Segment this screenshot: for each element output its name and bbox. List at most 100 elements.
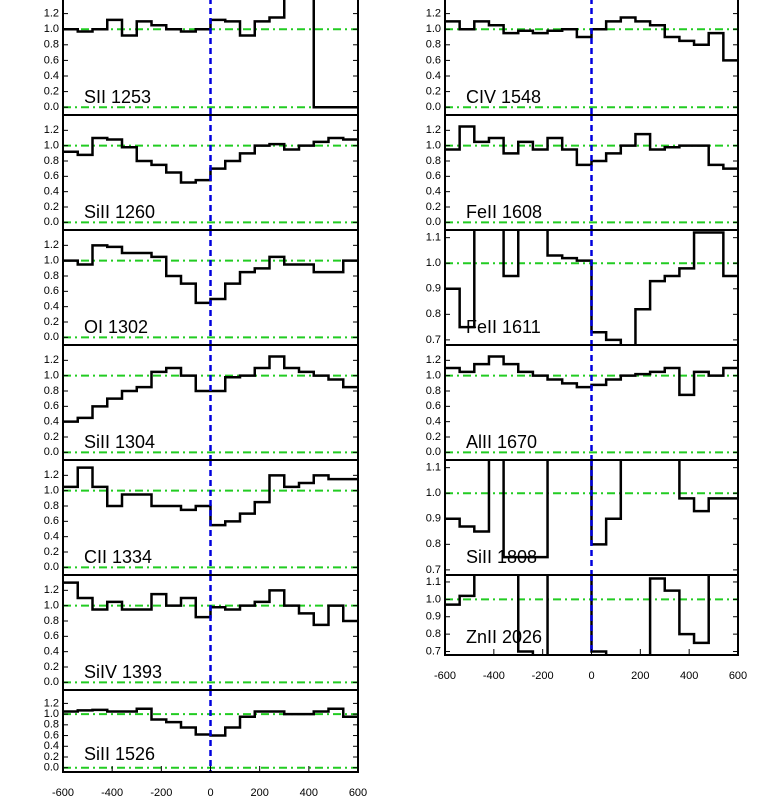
- y-tick-label: 0.4: [44, 740, 59, 752]
- x-tick-label: 400: [300, 787, 318, 799]
- y-tick-label: 1.2: [44, 584, 59, 596]
- panel: 0.0 0.2 0.4 0.6 0.8 1.0 1.2 SiII 1260: [44, 114, 359, 231]
- y-tick-label: 0.2: [44, 316, 59, 328]
- line-label: SII 1253: [84, 87, 151, 107]
- y-tick-label: 0.8: [426, 385, 441, 397]
- y-tick-label: 1.0: [44, 255, 59, 267]
- y-tick-label: 0.6: [44, 515, 59, 527]
- x-tick-label: 0: [588, 670, 594, 682]
- y-tick-label: 0.4: [44, 186, 59, 198]
- y-tick-label: 0.9: [426, 283, 441, 295]
- y-tick-label: 1.1: [426, 462, 441, 474]
- line-label: SiII 1808: [466, 547, 537, 567]
- y-tick-label: 1.0: [426, 140, 441, 152]
- x-tick-label: -200: [532, 670, 554, 682]
- x-tick-label: -400: [101, 787, 123, 799]
- y-tick-label: 0.8: [426, 628, 441, 640]
- y-tick-label: 0.8: [426, 538, 441, 550]
- y-tick-label: 0.2: [44, 751, 59, 763]
- y-tick-label: 1.2: [44, 239, 59, 251]
- spectrum-step: [63, 0, 358, 109]
- line-label: SiII 1526: [84, 744, 155, 764]
- y-tick-label: 1.0: [44, 23, 59, 35]
- y-tick-label: 1.2: [44, 469, 59, 481]
- y-tick-label: 0.2: [426, 201, 441, 213]
- y-tick-label: 0.4: [44, 531, 59, 543]
- y-tick-label: 0.4: [44, 646, 59, 658]
- y-tick-label: 0.6: [426, 54, 441, 66]
- y-tick-label: 0.2: [44, 661, 59, 673]
- spectrum-step: [63, 136, 358, 184]
- y-tick-label: 0.6: [44, 285, 59, 297]
- panel: 0.7 0.8 0.9 1.0 1.1 -600 -400 -200 0 200 400 600 ZnI…: [426, 574, 747, 682]
- y-tick-label: 1.0: [426, 593, 441, 605]
- x-tick-label: 0: [207, 787, 213, 799]
- x-tick-label: 600: [349, 787, 367, 799]
- y-tick-label: 0.0: [426, 101, 441, 113]
- panel: 0.0 0.2 0.4 0.6 0.8 1.0 1.2 SiIV 1393: [44, 574, 359, 691]
- y-tick-label: 0.7: [426, 564, 441, 576]
- x-tick-label: 200: [250, 787, 268, 799]
- y-tick-label: 0.0: [44, 331, 59, 343]
- line-label: FeII 1611: [466, 317, 541, 337]
- y-tick-label: 0.0: [426, 446, 441, 458]
- y-tick-label: 0.0: [44, 762, 59, 774]
- y-tick-label: 1.2: [44, 124, 59, 136]
- y-tick-label: 0.8: [44, 615, 59, 627]
- y-tick-label: 1.2: [426, 354, 441, 366]
- y-tick-label: 0.2: [44, 546, 59, 558]
- y-tick-label: 0.8: [426, 155, 441, 167]
- y-tick-label: 0.7: [426, 645, 441, 657]
- y-tick-label: 0.4: [44, 301, 59, 313]
- y-tick-label: 0.0: [44, 561, 59, 573]
- line-label: AlII 1670: [466, 432, 537, 452]
- x-tick-label: -400: [483, 670, 505, 682]
- panel: 0.0 0.2 0.4 0.6 0.8 1.0 1.2 FeII 1608: [426, 114, 739, 231]
- y-tick-label: 0.6: [44, 630, 59, 642]
- y-tick-label: 0.2: [44, 201, 59, 213]
- panel: 0.0 0.2 0.4 0.6 0.8 1.0 1.2 CII 1334: [44, 459, 359, 576]
- line-label: ZnII 2026: [466, 627, 542, 647]
- panel: 0.0 0.2 0.4 0.6 0.8 1.0 1.2 SiII 1304: [44, 344, 359, 461]
- line-label: CIV 1548: [466, 87, 541, 107]
- y-tick-label: 1.0: [426, 23, 441, 35]
- x-tick-label: 400: [680, 670, 698, 682]
- y-tick-label: 1.2: [426, 124, 441, 136]
- y-tick-label: 0.9: [426, 513, 441, 525]
- line-label: SiIV 1393: [84, 662, 162, 682]
- line-label: SiII 1304: [84, 432, 155, 452]
- y-tick-label: 1.2: [426, 8, 441, 20]
- y-tick-label: 0.6: [44, 729, 59, 741]
- y-tick-label: 0.4: [426, 186, 441, 198]
- y-tick-label: 0.6: [426, 170, 441, 182]
- panel: 0.00.20.40.60.81.01.2 -600 -400 -200 0 200 400…: [44, 689, 367, 799]
- x-tick-label: 600: [729, 670, 747, 682]
- panel: 0.0 0.2 0.4 0.6 0.8 1.0 1.2 OI 1302: [44, 229, 359, 346]
- y-tick-label: 1.1: [426, 576, 441, 588]
- y-tick-label: 0.8: [44, 500, 59, 512]
- y-tick-label: 0.0: [44, 446, 59, 458]
- y-tick-label: 0.6: [44, 170, 59, 182]
- y-tick-label: 0.8: [44, 155, 59, 167]
- y-tick-label: 0.4: [44, 416, 59, 428]
- panel: 0.7 0.8 0.9 1.0 1.1 SiII 1808: [426, 459, 739, 576]
- y-tick-label: 1.1: [426, 232, 441, 244]
- line-label: CII 1334: [84, 547, 152, 567]
- line-label: SiII 1260: [84, 202, 155, 222]
- y-tick-label: 0.8: [44, 270, 59, 282]
- panel: 0.0 0.2 0.4 0.6 0.8 1.0 1.2 AlII 1670: [426, 344, 739, 461]
- y-tick-label: 1.0: [44, 708, 59, 720]
- y-tick-label: 1.0: [426, 487, 441, 499]
- y-tick-label: 0.4: [426, 70, 441, 82]
- y-tick-label: 1.2: [44, 354, 59, 366]
- y-tick-label: 0.7: [426, 334, 441, 346]
- y-tick-label: 0.9: [426, 611, 441, 623]
- y-tick-label: 0.4: [44, 70, 59, 82]
- y-tick-label: 0.6: [426, 400, 441, 412]
- panel: 0.7 0.8 0.9 1.0 1.1 FeII 1611: [426, 229, 739, 346]
- y-tick-label: 0.6: [44, 400, 59, 412]
- y-tick-label: 0.8: [44, 719, 59, 731]
- y-tick-label: 0.2: [426, 86, 441, 98]
- y-tick-label: 1.0: [426, 370, 441, 382]
